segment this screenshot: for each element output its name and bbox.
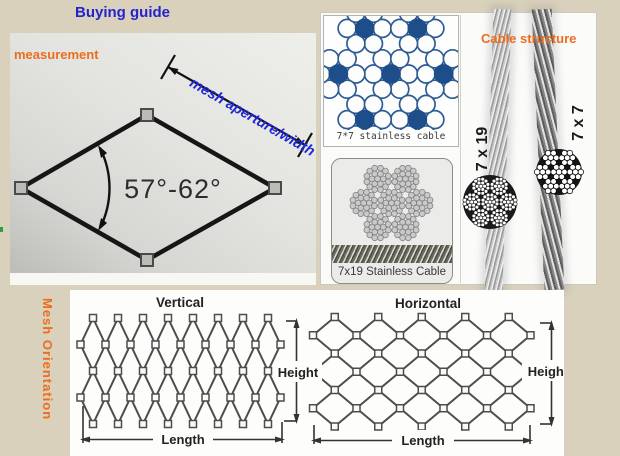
card-7x7-diagram: 7*7 stainless cable (310, 3, 472, 147)
h-length-arrow-right (523, 437, 533, 444)
cable-structure-panel: Cable structure 7*7 stainless cable 7x19… (310, 3, 597, 291)
edge-artifact-tick (0, 227, 3, 232)
h-height-arrow-bottom (548, 417, 555, 427)
angle-range-label: 57°-62° (124, 174, 222, 204)
v-length-label: Length (161, 432, 204, 447)
card-7x19-diagram: 7x19 Stainless Cable (331, 158, 453, 284)
v-length-label-bg (153, 429, 213, 450)
cross-section-7x7 (534, 149, 584, 195)
page-title: Buying guide (75, 4, 170, 21)
wire-diagram-7x19 (349, 164, 434, 242)
v-height-label: Height (278, 365, 319, 380)
h-height-arrow-top (548, 320, 555, 330)
wire-diagram-7x7 (310, 3, 472, 145)
measurement-panel-border (10, 273, 316, 285)
h-length-label: Length (401, 433, 444, 448)
h-height-label-bg (522, 360, 575, 381)
arc-arrow-top (98, 145, 107, 158)
v-length-arrow-right (275, 436, 285, 443)
cable-label-7x7: 7 x 7 (569, 105, 587, 141)
h-length-arrow-left (311, 437, 321, 444)
measurement-panel: measurement 57°-62° (10, 33, 318, 273)
panel-divider (460, 15, 461, 283)
horizontal-mesh-drawing (308, 312, 535, 431)
diamond-edges (19, 113, 277, 262)
v-height-arrow-bottom (293, 414, 300, 424)
card-7x7-caption: 7*7 stainless cable (336, 131, 446, 142)
v-height-label-bg (275, 361, 322, 382)
vertical-title: Vertical (156, 295, 204, 310)
cable-strip-photo (332, 245, 452, 263)
v-length-arrow-left (80, 436, 90, 443)
aperture-arrow-start (168, 67, 179, 75)
cable-structure-label: Cable structure (481, 31, 577, 46)
v-height-arrow-top (293, 318, 300, 328)
mesh-aperture-diagram: 57°-62° mesh aperture/width (14, 54, 318, 267)
cable-label-7x19: 7 x 19 (474, 126, 492, 172)
h-height-label: Height (528, 364, 564, 379)
horizontal-title: Horizontal (395, 296, 461, 311)
angle-arc (98, 147, 111, 229)
arc-arrow-bottom (98, 218, 107, 231)
aperture-arrow-end (294, 137, 305, 145)
mesh-orientation-panel: Vertical Horizontal Height Length (70, 290, 575, 456)
h-length-label-bg (392, 430, 454, 451)
cross-section-7x19 (462, 175, 518, 229)
mesh-orientation-diagrams: Vertical Horizontal Height Length (76, 295, 575, 451)
card-7x19-caption: 7x19 Stainless Cable (337, 266, 447, 278)
vertical-mesh-drawing (76, 313, 285, 429)
ferrule-nodes (14, 108, 282, 267)
measurement-panel-label: measurement (14, 47, 99, 62)
mesh-orientation-label: Mesh Orientation (40, 298, 55, 421)
